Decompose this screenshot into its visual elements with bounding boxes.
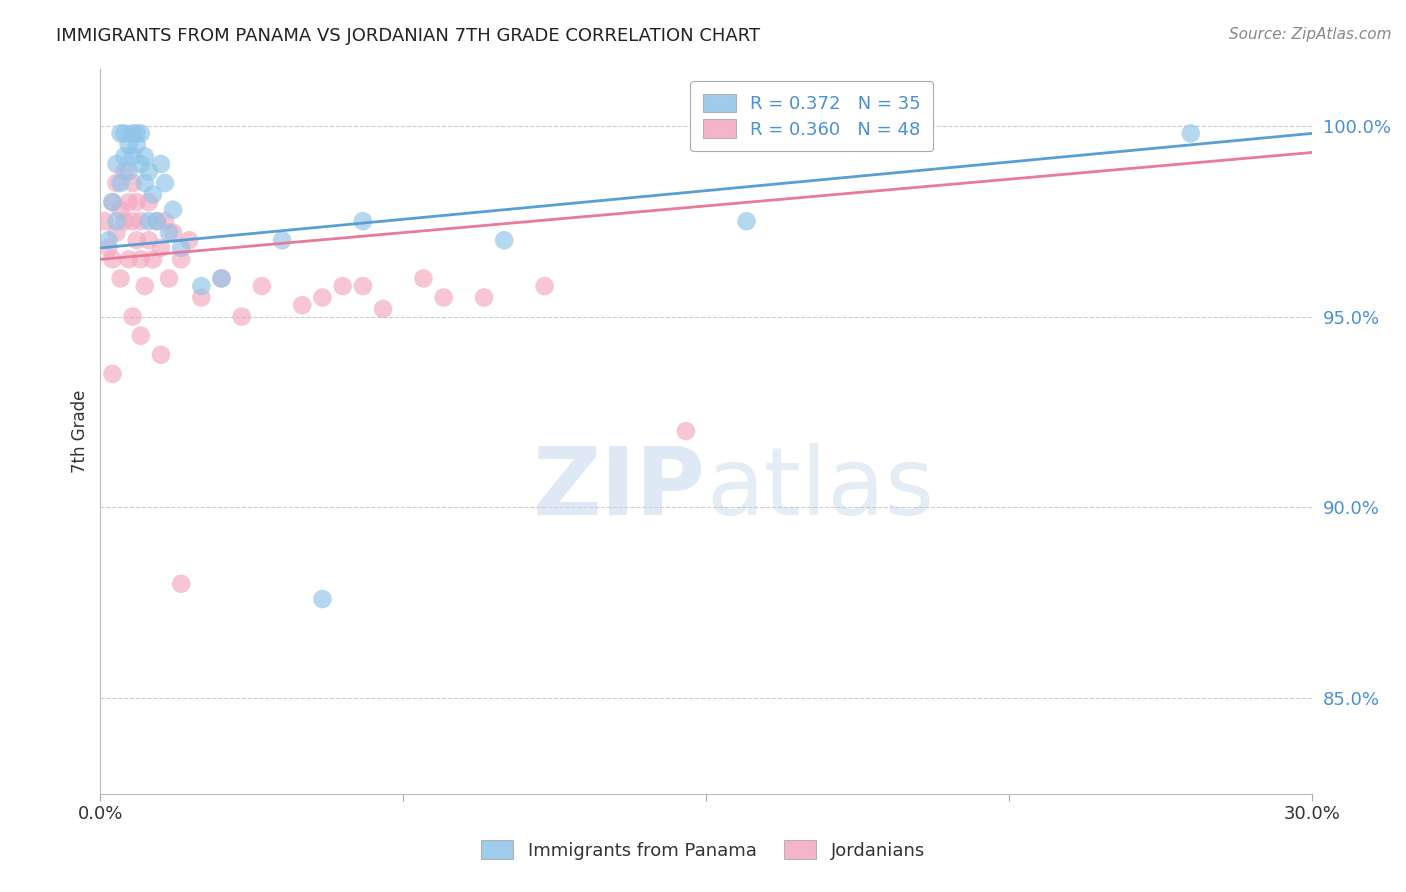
Point	[472, 291, 495, 305]
Text: ZIP: ZIP	[533, 443, 706, 535]
Point	[129, 252, 152, 267]
Point	[162, 226, 184, 240]
Point	[231, 310, 253, 324]
Point	[129, 157, 152, 171]
Point	[153, 214, 176, 228]
Point	[134, 176, 156, 190]
Point	[675, 424, 697, 438]
Point	[412, 271, 434, 285]
Point	[117, 195, 139, 210]
Point	[121, 149, 143, 163]
Point	[114, 149, 136, 163]
Point	[125, 233, 148, 247]
Point	[1180, 127, 1202, 141]
Y-axis label: 7th Grade: 7th Grade	[72, 390, 89, 473]
Legend: R = 0.372   N = 35, R = 0.360   N = 48: R = 0.372 N = 35, R = 0.360 N = 48	[690, 81, 934, 152]
Point	[117, 164, 139, 178]
Point	[121, 214, 143, 228]
Point	[149, 157, 172, 171]
Point	[110, 127, 132, 141]
Point	[114, 214, 136, 228]
Point	[97, 241, 120, 255]
Point	[125, 195, 148, 210]
Point	[134, 149, 156, 163]
Point	[352, 279, 374, 293]
Point	[250, 279, 273, 293]
Point	[157, 271, 180, 285]
Point	[162, 202, 184, 217]
Point	[149, 241, 172, 255]
Point	[129, 127, 152, 141]
Point	[352, 214, 374, 228]
Text: Source: ZipAtlas.com: Source: ZipAtlas.com	[1229, 27, 1392, 42]
Point	[157, 226, 180, 240]
Point	[138, 164, 160, 178]
Point	[110, 271, 132, 285]
Point	[271, 233, 294, 247]
Text: atlas: atlas	[706, 443, 935, 535]
Point	[146, 214, 169, 228]
Point	[735, 214, 758, 228]
Point	[93, 214, 115, 228]
Point	[211, 271, 233, 285]
Legend: Immigrants from Panama, Jordanians: Immigrants from Panama, Jordanians	[474, 833, 932, 867]
Point	[138, 214, 160, 228]
Point	[125, 137, 148, 152]
Point	[142, 252, 165, 267]
Point	[105, 157, 128, 171]
Point	[134, 279, 156, 293]
Point	[110, 202, 132, 217]
Point	[105, 226, 128, 240]
Point	[114, 164, 136, 178]
Point	[129, 328, 152, 343]
Point	[311, 291, 333, 305]
Point	[101, 367, 124, 381]
Point	[121, 310, 143, 324]
Point	[125, 127, 148, 141]
Point	[494, 233, 516, 247]
Point	[170, 252, 193, 267]
Point	[371, 301, 394, 316]
Point	[117, 137, 139, 152]
Point	[101, 195, 124, 210]
Point	[110, 176, 132, 190]
Point	[170, 576, 193, 591]
Point	[101, 252, 124, 267]
Point	[179, 233, 201, 247]
Point	[105, 176, 128, 190]
Point	[117, 252, 139, 267]
Point	[153, 176, 176, 190]
Point	[332, 279, 354, 293]
Point	[121, 176, 143, 190]
Point	[138, 195, 160, 210]
Point	[129, 214, 152, 228]
Point	[146, 214, 169, 228]
Point	[291, 298, 314, 312]
Point	[311, 592, 333, 607]
Point	[170, 241, 193, 255]
Text: IMMIGRANTS FROM PANAMA VS JORDANIAN 7TH GRADE CORRELATION CHART: IMMIGRANTS FROM PANAMA VS JORDANIAN 7TH …	[56, 27, 761, 45]
Point	[121, 127, 143, 141]
Point	[138, 233, 160, 247]
Point	[533, 279, 555, 293]
Point	[114, 127, 136, 141]
Point	[142, 187, 165, 202]
Point	[211, 271, 233, 285]
Point	[190, 291, 212, 305]
Point	[433, 291, 456, 305]
Point	[97, 233, 120, 247]
Point	[190, 279, 212, 293]
Point	[101, 195, 124, 210]
Point	[105, 214, 128, 228]
Point	[149, 348, 172, 362]
